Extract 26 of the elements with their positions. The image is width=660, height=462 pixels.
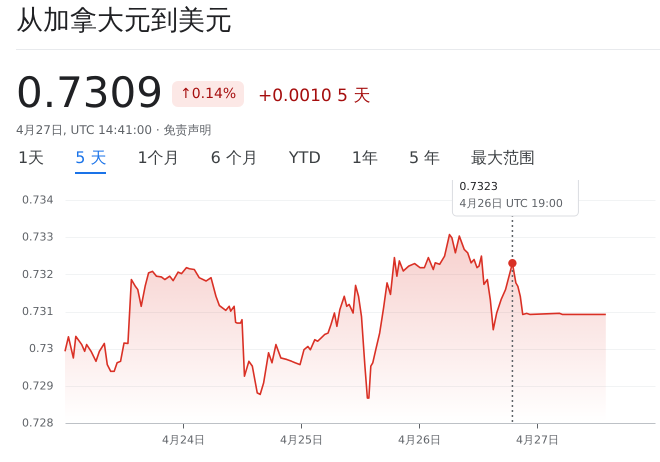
y-tick-label: 0.731 bbox=[22, 305, 54, 318]
x-tick-label: 4月24日 bbox=[162, 434, 205, 446]
text: 5 年 bbox=[408, 148, 440, 169]
text: 1个月 bbox=[137, 148, 180, 169]
x-tick-label: 4月25日 bbox=[280, 434, 323, 446]
text: 4月27日, UTC 14:41:00 · 免责声明 bbox=[16, 122, 212, 139]
text: +0.0010 5 天 bbox=[258, 85, 370, 107]
text: 0.7309 bbox=[16, 68, 163, 117]
y-tick-label: 0.728 bbox=[22, 416, 54, 430]
text: 0.7323 bbox=[459, 180, 498, 193]
text: 1年 bbox=[352, 148, 378, 169]
y-tick-label: 0.73 bbox=[29, 342, 54, 356]
x-tick-label: 4月27日 bbox=[516, 434, 559, 446]
y-tick-label: 0.734 bbox=[22, 194, 54, 206]
x-tick-label: 4月26日 bbox=[398, 434, 441, 446]
y-tick-label: 0.732 bbox=[22, 268, 54, 281]
text: 6 个月 bbox=[210, 148, 258, 169]
text: 1天 bbox=[18, 148, 44, 169]
y-tick-label: 0.729 bbox=[22, 379, 54, 392]
text: 最大范围 bbox=[471, 148, 536, 169]
y-tick-label: 0.733 bbox=[22, 230, 54, 244]
text: 5 天 bbox=[75, 148, 106, 174]
text: YTD bbox=[288, 148, 321, 169]
text: ↑0.14% bbox=[172, 81, 244, 107]
chart-title: 从加拿大元到美元 bbox=[16, 4, 232, 38]
ref-line-label: 4月26日 UTC 19:00 bbox=[459, 197, 563, 210]
